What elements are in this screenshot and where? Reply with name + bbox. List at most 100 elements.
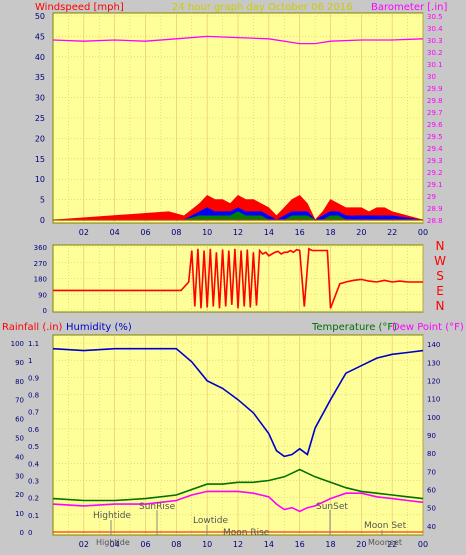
- wind-tick-label: 20: [35, 134, 45, 143]
- x-tick-label: 16: [295, 228, 305, 237]
- baro-tick-label: 29.5: [427, 133, 443, 141]
- dewpoint-label: Dew Point (°F): [392, 322, 464, 333]
- wind-tick-label: 0: [40, 216, 45, 225]
- baro-tick-label: 28.9: [427, 205, 443, 213]
- event-markers: [110, 510, 383, 535]
- x-tick-label: 12: [233, 228, 243, 237]
- winddir-tick-label: 180: [34, 276, 47, 284]
- temp-tick-label: 120: [427, 377, 440, 385]
- rain-tick-label: 1: [28, 357, 32, 365]
- baro-axis-labels: 30.5 30.4 30.3 30.2 30.1 30 29.9 29.8 29.7 29.6 29…: [427, 13, 443, 225]
- wind-tick-label: 50: [35, 12, 45, 21]
- wind-tick-label: 45: [35, 32, 45, 41]
- x-tick-label: 02: [79, 540, 89, 549]
- baro-tick-label: 30.4: [427, 25, 443, 33]
- baro-tick-label: 29.9: [427, 85, 443, 93]
- moonset-label: Moon Set: [364, 521, 407, 531]
- rain-tick-label: 0.4: [28, 460, 40, 468]
- baro-tick-label: 29.8: [427, 97, 443, 105]
- x-tick-label: 10: [202, 228, 212, 237]
- x-tick-label: 14: [264, 540, 274, 549]
- temp-tick-label: 70: [427, 468, 436, 476]
- x-tick-label: 18: [325, 540, 335, 549]
- humidity-tick-label: 0: [20, 529, 24, 537]
- rain-tick-label: 0.3: [28, 477, 39, 485]
- humidity-tick-label: 70: [15, 397, 24, 405]
- wind-tick-label: 15: [35, 155, 45, 164]
- rain-tick-label: 0.8: [28, 392, 39, 400]
- lowtide-label: Lowtide: [193, 516, 228, 526]
- sunrise-label: SunRise: [139, 502, 176, 512]
- temp-axis-labels: 140 130 120 110 100 90 80 70 60 50 40: [427, 341, 440, 531]
- x-tick-label: 08: [171, 228, 181, 237]
- winddir-axis-labels: 360 270 180 90 0: [34, 244, 47, 315]
- x-tick-label: 04: [110, 228, 120, 237]
- wind-direction-line: [53, 247, 423, 309]
- compass-label: N: [436, 239, 445, 253]
- wind-tick-label: 35: [35, 73, 45, 82]
- rain-tick-label: 1.1: [28, 340, 39, 348]
- baro-tick-label: 28.8: [427, 217, 443, 225]
- compass-label: N: [436, 299, 445, 313]
- baro-tick-label: 30.5: [427, 13, 443, 21]
- baro-tick-label: 30.1: [427, 61, 443, 69]
- temp-tick-label: 80: [427, 450, 436, 458]
- temp-tick-label: 40: [427, 523, 436, 531]
- temp-tick-label: 140: [427, 341, 440, 349]
- wind-tick-label: 30: [35, 94, 45, 103]
- temp-tick-label: 90: [427, 432, 436, 440]
- x-tick-label: 08: [171, 540, 181, 549]
- humidity-label: Humidity (%): [66, 322, 132, 333]
- rain-tick-label: 0.2: [28, 495, 39, 503]
- winddir-tick-label: 360: [34, 244, 47, 252]
- temp-humidity-grid: [53, 335, 424, 535]
- x-tick-label: 10: [202, 540, 212, 549]
- compass-label: S: [436, 269, 444, 283]
- x-tick-label: 20: [356, 228, 366, 237]
- winddir-series: [53, 247, 423, 309]
- baro-tick-label: 29.7: [427, 109, 443, 117]
- wind-tick-label: 25: [35, 114, 45, 123]
- x-tick-label: 00: [418, 540, 428, 549]
- windspeed-label: Windspeed [mph]: [35, 2, 124, 13]
- temp-x-axis-labels: 02 04 06 08 10 12 14 16 18 20 22 00: [79, 540, 428, 549]
- x-tick-label: 02: [79, 228, 89, 237]
- baro-tick-label: 29.2: [427, 169, 443, 177]
- x-tick-label: 06: [140, 228, 150, 237]
- rain-tick-label: 0.5: [28, 443, 39, 451]
- winddir-tick-label: 270: [34, 260, 47, 268]
- rain-tick-label: 0: [28, 529, 32, 537]
- temp-tick-label: 100: [427, 414, 440, 422]
- baro-tick-label: 29.1: [427, 181, 443, 189]
- x-tick-label: 12: [233, 540, 243, 549]
- compass-label: W: [434, 254, 446, 268]
- humidity-tick-label: 40: [15, 453, 24, 461]
- winddir-tick-label: 0: [43, 307, 47, 315]
- sunset-label: SunSet: [316, 502, 348, 512]
- moonrise-label: Moon Rise: [223, 528, 270, 538]
- humidity-tick-label: 60: [15, 416, 24, 424]
- temp-tick-label: 60: [427, 487, 436, 495]
- humidity-tick-label: 90: [15, 359, 24, 367]
- dewpoint-line: [52, 490, 424, 513]
- temperature-line: [52, 468, 424, 502]
- wind-tick-label: 40: [35, 53, 45, 62]
- wind-tick-label: 5: [40, 196, 45, 205]
- baro-tick-label: 30.3: [427, 37, 443, 45]
- rainfall-label: Rainfall (.in): [2, 322, 63, 333]
- x-tick-label: 22: [387, 228, 397, 237]
- x-tick-label: 14: [264, 228, 274, 237]
- wind-x-axis-labels: 02 04 06 08 10 12 14 16 18 20 22 00: [79, 228, 428, 237]
- barometer-line: [52, 35, 424, 45]
- temperature-label: Temperature (°F): [311, 322, 397, 333]
- x-tick-label: 18: [325, 228, 335, 237]
- compass-label: E: [436, 284, 444, 298]
- humidity-line: [52, 347, 424, 458]
- humidity-tick-label: 100: [11, 340, 24, 348]
- wind-tick-label: 10: [35, 175, 45, 184]
- barometer-label: Barometer [.in]: [371, 2, 447, 13]
- humidity-tick-label: 10: [15, 510, 24, 518]
